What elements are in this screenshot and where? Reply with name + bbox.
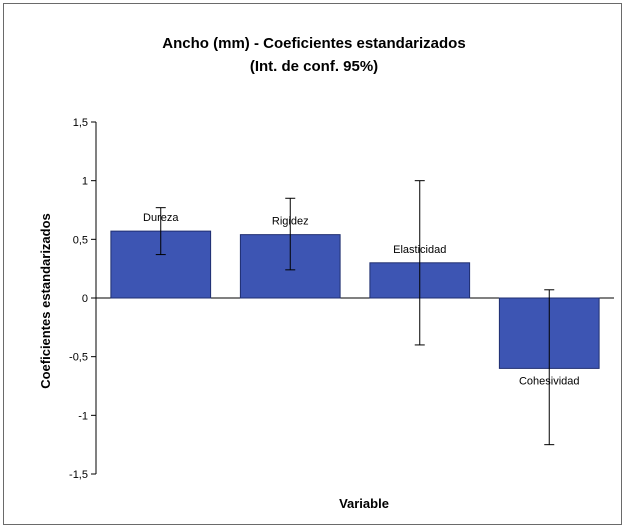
bar-label-dureza: Dureza bbox=[143, 212, 179, 224]
bar-chart: Ancho (mm) - Coeficientes estandarizados… bbox=[38, 35, 614, 511]
chart-title: Ancho (mm) - Coeficientes estandarizados bbox=[162, 35, 465, 52]
chart-subtitle: (Int. de conf. 95%) bbox=[250, 58, 378, 75]
plot-area: 1,5 1 0,5 0 -0,5 -1 -1,5 Dureza Rigidez Elasticid… bbox=[69, 117, 614, 481]
bar-label-rigidez: Rigidez bbox=[272, 216, 309, 228]
y-tick-label: -1,5 bbox=[69, 469, 88, 481]
y-tick-label: 0,5 bbox=[73, 234, 88, 246]
y-axis-title: Coeficientes estandarizados bbox=[38, 213, 53, 389]
y-tick-label: -1 bbox=[78, 410, 88, 422]
y-tick-label: 0 bbox=[82, 293, 88, 305]
bar-label-cohesividad: Cohesividad bbox=[519, 375, 580, 387]
bar-label-elasticidad: Elasticidad bbox=[393, 244, 446, 256]
y-tick-label: -0,5 bbox=[69, 352, 88, 364]
chart-frame: Ancho (mm) - Coeficientes estandarizados… bbox=[3, 3, 622, 525]
x-axis-title: Variable bbox=[339, 496, 389, 511]
y-tick-label: 1,5 bbox=[73, 117, 88, 129]
y-tick-label: 1 bbox=[82, 176, 88, 188]
